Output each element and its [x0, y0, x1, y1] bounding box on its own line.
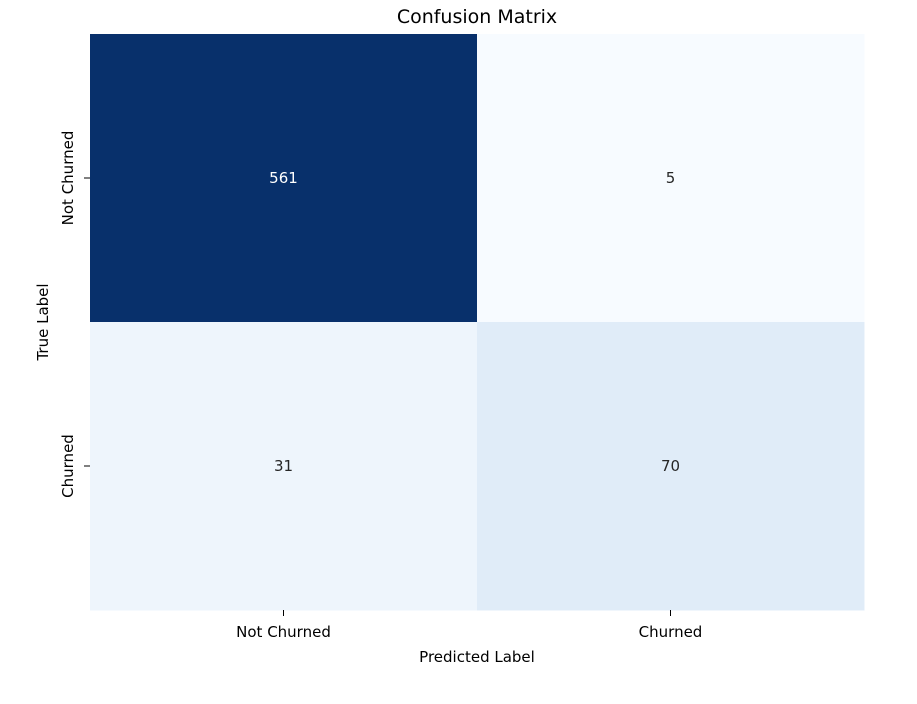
heatmap-cell-label-r0-c1: 5	[666, 169, 676, 187]
heatmap-cell-r0-c0	[90, 34, 478, 323]
heatmap-cells	[90, 34, 865, 611]
heatmap-cell-r0-c1	[477, 34, 865, 323]
heatmap-cell-r1-c1	[477, 322, 865, 611]
heatmap-cell-label-r1-c1: 70	[661, 457, 680, 475]
x-tick-label-0: Not Churned	[236, 623, 331, 641]
y-axis-ticks: Not Churned Churned	[59, 131, 90, 498]
heatmap-cell-label-r0-c0: 561	[269, 169, 298, 187]
x-axis-label: Predicted Label	[419, 648, 535, 666]
heatmap-cell-r1-c0	[90, 322, 478, 611]
x-tick-label-1: Churned	[639, 623, 703, 641]
y-tick-label-1: Churned	[59, 434, 77, 498]
heatmap-cell-label-r1-c0: 31	[274, 457, 293, 475]
y-tick-label-0: Not Churned	[59, 131, 77, 226]
chart-title: Confusion Matrix	[397, 6, 557, 28]
y-axis-label: True Label	[34, 283, 52, 361]
x-axis-ticks: Not Churned Churned	[236, 610, 702, 641]
heatmap-cell-labels: 561 5 31 70	[269, 169, 680, 475]
